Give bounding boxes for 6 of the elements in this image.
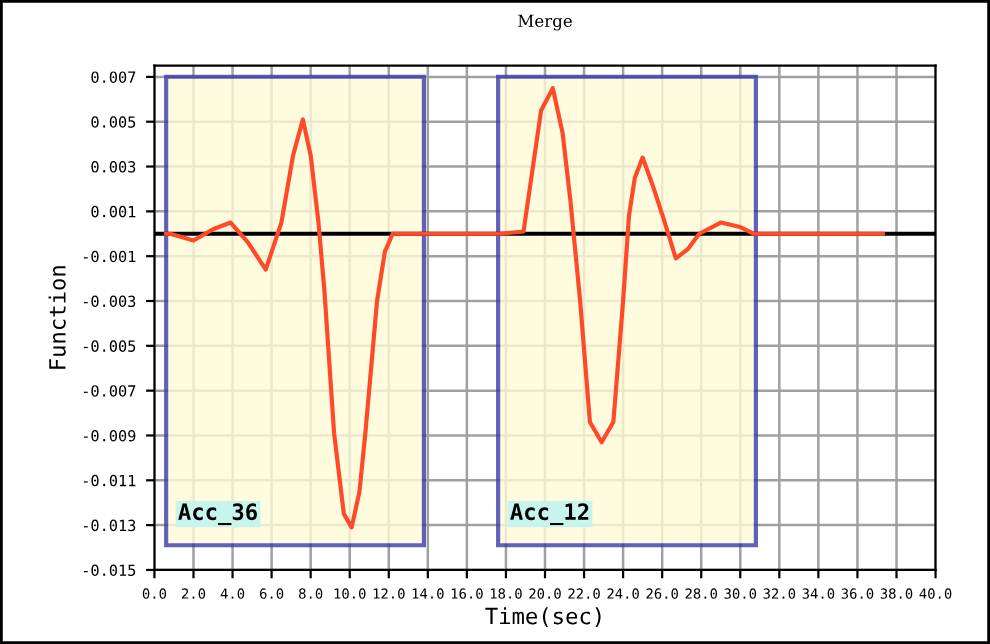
chart-title: Merge [518,14,572,31]
line-series [164,86,885,530]
x-axis-title: Time(sec) [485,607,601,627]
band-label: Acc_36 [178,503,257,526]
y-axis-title: Function [48,266,66,369]
band-label: Acc_12 [510,503,589,526]
